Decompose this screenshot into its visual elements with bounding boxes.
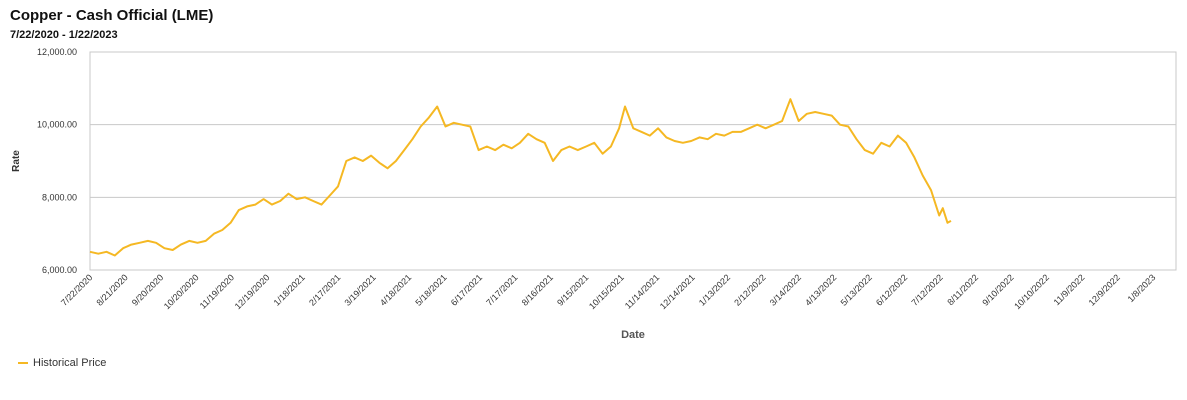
- x-tick-label: 2/12/2022: [732, 272, 767, 307]
- plot-area-border: [89, 51, 1177, 271]
- x-tick-label: 9/20/2020: [130, 272, 165, 307]
- y-tick-label: 8,000.00: [42, 192, 77, 202]
- y-tick-label: 10,000.00: [37, 120, 77, 130]
- x-tick-label: 7/12/2022: [909, 272, 944, 307]
- x-tick-label: 1/13/2022: [697, 272, 732, 307]
- x-tick-label: 3/19/2021: [342, 272, 377, 307]
- x-tick-label: 10/10/2022: [1012, 272, 1051, 311]
- legend: Historical Price: [18, 357, 106, 369]
- x-axis-ticks: 7/22/2020 8/21/2020 9/20/202010/20/202011/…: [59, 272, 1157, 311]
- x-tick-label: 4/18/2021: [378, 272, 413, 307]
- x-tick-label: 8/16/2021: [520, 272, 555, 307]
- y-tick-label: 12,000.00: [37, 47, 77, 57]
- x-tick-label: 1/18/2021: [272, 272, 307, 307]
- x-tick-label: 10/15/2021: [587, 272, 626, 311]
- y-axis-label: Rate: [11, 150, 22, 172]
- x-tick-label: 12/14/2021: [658, 272, 697, 311]
- series-layer: [89, 98, 952, 257]
- x-tick-label: 10/20/2020: [162, 272, 201, 311]
- x-tick-label: 11/14/2021: [623, 272, 661, 310]
- legend-swatch: [18, 362, 28, 364]
- y-tick-label: 6,000.00: [42, 265, 77, 275]
- x-tick-label: 12/9/2022: [1087, 272, 1122, 307]
- x-tick-label: 11/19/2020: [198, 272, 236, 310]
- legend-label: Historical Price: [33, 357, 107, 369]
- x-tick-label: 9/10/2022: [980, 272, 1015, 307]
- x-tick-label: 7/17/2021: [484, 272, 519, 307]
- x-tick-label: 2/17/2021: [307, 272, 342, 307]
- x-tick-label: 5/13/2022: [839, 272, 874, 307]
- grid-lines: [90, 124, 1176, 198]
- x-tick-label: 1/8/2023: [1126, 272, 1158, 304]
- series-line-historical-price: [89, 98, 952, 257]
- x-tick-label: 9/15/2021: [555, 272, 590, 307]
- x-tick-label: 12/19/2020: [233, 272, 272, 311]
- x-tick-label: 8/11/2022: [945, 272, 980, 307]
- x-tick-label: 6/12/2022: [874, 272, 909, 307]
- x-tick-label: 5/18/2021: [413, 272, 448, 307]
- x-tick-label: 4/13/2022: [803, 272, 838, 307]
- x-tick-label: 7/22/2020: [59, 272, 94, 307]
- x-tick-label: 3/14/2022: [768, 272, 803, 307]
- x-tick-label: 6/17/2021: [449, 272, 484, 307]
- x-tick-label: 8/21/2020: [94, 272, 129, 307]
- chart-subtitle: 7/22/2020 - 1/22/2023: [10, 29, 118, 41]
- x-axis-label: Date: [621, 329, 645, 341]
- y-axis-ticks: 6,000.00 8,000.00 10,000.00 12,000.00: [37, 47, 77, 275]
- chart-title: Copper - Cash Official (LME): [10, 7, 214, 24]
- x-tick-label: 11/9/2022: [1052, 272, 1087, 307]
